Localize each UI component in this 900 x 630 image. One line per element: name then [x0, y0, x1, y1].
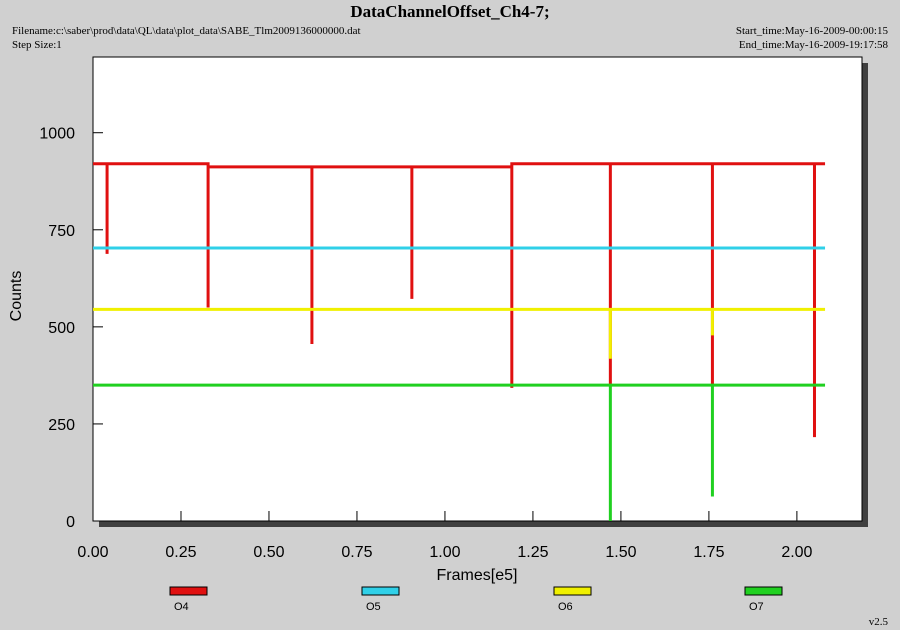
x-tick-label: 0.75: [341, 544, 372, 561]
y-tick-label: 1000: [39, 126, 75, 143]
x-axis-label: Frames[e5]: [437, 567, 518, 584]
y-tick-label: 500: [48, 320, 75, 337]
series-line: [93, 162, 826, 438]
legend-swatch: [553, 586, 592, 596]
legend-label: O4: [174, 601, 189, 613]
start-time: Start_time:May-16-2009-00:00:15: [736, 25, 889, 37]
chart-title: DataChannelOffset_Ch4-7;: [350, 2, 549, 21]
x-tick-label: 1.75: [693, 544, 724, 561]
filename: Filename:c:\saber\prod\data\QL\data\plot…: [12, 25, 361, 37]
legend-label: O6: [558, 601, 573, 613]
x-tick-label: 2.00: [781, 544, 812, 561]
series-line: [93, 383, 826, 521]
series-line: [93, 307, 826, 359]
y-axis-label: Counts: [8, 271, 25, 322]
end-time: End_time:May-16-2009-19:17:58: [739, 39, 889, 51]
y-tick-label: 0: [66, 514, 75, 531]
legend-swatch: [169, 586, 208, 596]
x-tick-label: 0.00: [77, 544, 108, 561]
legend-swatch: [361, 586, 400, 596]
version: v2.5: [869, 616, 889, 628]
legend-label: O5: [366, 601, 381, 613]
legend-label: O7: [749, 601, 764, 613]
y-tick-label: 250: [48, 417, 75, 434]
x-tick-label: 1.00: [429, 544, 460, 561]
plot-area: [92, 56, 863, 522]
x-tick-label: 0.50: [253, 544, 284, 561]
legend-swatch: [744, 586, 783, 596]
y-tick-label: 750: [48, 223, 75, 240]
x-tick-label: 0.25: [165, 544, 196, 561]
x-tick-label: 1.25: [517, 544, 548, 561]
step-size: Step Size:1: [12, 39, 62, 51]
x-tick-label: 1.50: [605, 544, 636, 561]
